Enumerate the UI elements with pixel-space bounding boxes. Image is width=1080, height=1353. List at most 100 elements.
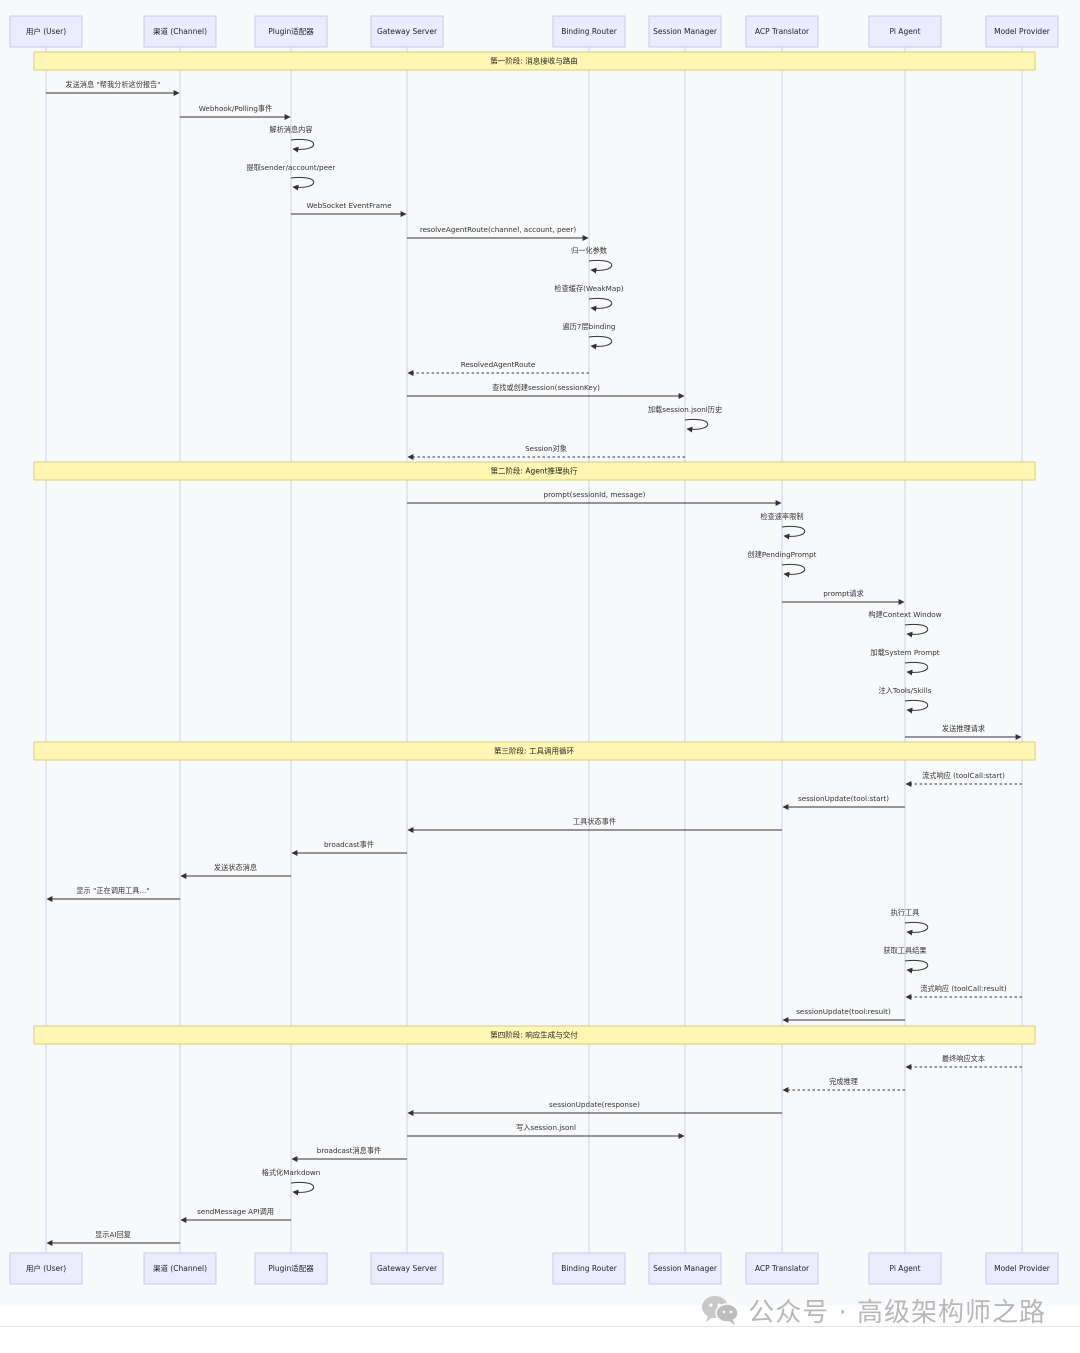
message-label: 工具状态事件 <box>573 817 616 826</box>
self-loop-arrow <box>781 525 806 540</box>
actor-label: ACP Translator <box>755 27 810 36</box>
message-label: 加载System Prompt <box>870 648 939 657</box>
message-acp-to-agent: prompt请求 <box>782 589 905 605</box>
actor-box <box>9 15 83 48</box>
footer-divider <box>0 1326 1080 1327</box>
phase-band: 第二阶段: Agent推理执行 <box>33 461 1036 481</box>
message-router-to-gateway: ResolvedAgentRoute <box>407 360 589 376</box>
self-loop-arrow <box>904 699 929 714</box>
actor-label: Model Provider <box>994 27 1051 36</box>
actor-box <box>552 1252 626 1285</box>
message-label: 获取工具结果 <box>883 946 926 955</box>
message-label: resolveAgentRoute(channel, account, peer… <box>420 225 577 234</box>
self-message-router: 检查缓存(WeakMap) <box>554 284 624 312</box>
self-loop-arrow <box>781 563 806 578</box>
actor-agent-top: Pi Agent <box>868 15 942 48</box>
self-message-agent: 注入Tools/Skills <box>879 686 932 714</box>
phase-box <box>33 1025 1036 1045</box>
actor-label: Session Manager <box>653 27 718 36</box>
message-label: 执行工具 <box>891 908 920 917</box>
actor-label: 用户 (User) <box>26 26 66 36</box>
actor-acp-bottom: ACP Translator <box>745 1252 819 1285</box>
actor-session-top: Session Manager <box>648 15 722 48</box>
actor-box <box>868 1252 942 1285</box>
phase-label: 第三阶段: 工具调用循环 <box>494 746 574 756</box>
message-plugin-to-channel: 发送状态消息 <box>180 863 291 879</box>
self-message-agent: 构建Context Window <box>868 610 942 638</box>
self-loop-arrow <box>290 1181 315 1196</box>
message-model-to-agent: 最终响应文本 <box>905 1054 1022 1070</box>
actor-label: Binding Router <box>561 27 617 36</box>
phase-label: 第四阶段: 响应生成与交付 <box>490 1030 578 1040</box>
actor-label: Plugin适配器 <box>268 1263 314 1273</box>
message-label: 显示AI回复 <box>95 1230 131 1239</box>
wechat-icon <box>702 1296 739 1325</box>
actor-user-bottom: 用户 (User) <box>9 1252 83 1285</box>
actor-label: Session Manager <box>653 1264 718 1273</box>
actor-label: Pi Agent <box>889 27 920 36</box>
actor-box <box>648 1252 722 1285</box>
phase-band: 第一阶段: 消息接收与路由 <box>33 51 1036 71</box>
message-plugin-to-channel: sendMessage API调用 <box>180 1207 291 1223</box>
self-message-router: 归一化参数 <box>571 246 613 274</box>
self-message-acp: 检查速率限制 <box>760 512 806 540</box>
message-agent-to-acp: 完成推理 <box>782 1077 905 1093</box>
message-label: 创建PendingPrompt <box>748 550 817 559</box>
phase-label: 第二阶段: Agent推理执行 <box>490 466 578 476</box>
message-channel-to-user: 显示AI回复 <box>46 1230 180 1246</box>
actors-top-row: 用户 (User) 渠道 (Channel) Plugin适配器 Gateway Se… <box>9 15 1059 48</box>
footer <box>0 1305 1080 1353</box>
message-label: 格式化Markdown <box>262 1168 321 1177</box>
message-agent-to-acp: sessionUpdate(tool:start) <box>782 794 905 810</box>
actor-channel-bottom: 渠道 (Channel) <box>143 1252 217 1285</box>
message-label: 发送消息 "帮我分析这份报告" <box>65 80 160 89</box>
message-plugin-to-gateway: WebSocket EventFrame <box>291 201 407 217</box>
actor-gateway-bottom: Gateway Server <box>370 1252 444 1285</box>
message-label: 检查速率限制 <box>760 512 803 521</box>
message-user-to-channel: 发送消息 "帮我分析这份报告" <box>46 80 180 96</box>
message-session-to-gateway: Session对象 <box>407 444 685 460</box>
message-label: prompt(sessionId, message) <box>544 490 646 499</box>
message-label: Session对象 <box>525 444 567 453</box>
watermark: 公众号 · 高级架构师之路 <box>700 1290 1046 1330</box>
self-loop-arrow <box>588 335 613 350</box>
self-message-session: 加载session.jsonl历史 <box>648 405 722 433</box>
actor-box <box>985 1252 1059 1285</box>
self-loop-arrow <box>588 259 613 274</box>
actor-model-top: Model Provider <box>985 15 1059 48</box>
actor-box <box>745 15 819 48</box>
self-message-plugin: 格式化Markdown <box>262 1168 321 1196</box>
message-label: sendMessage API调用 <box>197 1207 274 1216</box>
diagram-canvas: 第一阶段: 消息接收与路由第二阶段: Agent推理执行 第三阶段: 工具调用循环… <box>9 15 1059 1285</box>
message-label: 查找或创建session(sessionKey) <box>492 383 600 392</box>
self-message-agent: 加载System Prompt <box>870 648 940 676</box>
phase-box <box>33 741 1036 761</box>
self-message-router: 遍历7层binding <box>563 322 615 350</box>
actor-channel-top: 渠道 (Channel) <box>143 15 217 48</box>
actor-label: 渠道 (Channel) <box>153 1263 207 1273</box>
message-gateway-to-plugin: broadcast事件 <box>291 840 407 856</box>
actor-label: ACP Translator <box>755 1264 810 1273</box>
actor-box <box>745 1252 819 1285</box>
message-label: 写入session.jsonl <box>516 1123 576 1132</box>
actor-gateway-top: Gateway Server <box>370 15 444 48</box>
message-gateway-to-plugin: broadcast消息事件 <box>291 1146 407 1162</box>
self-loop-arrow <box>904 623 929 638</box>
actor-label: Model Provider <box>994 1264 1051 1273</box>
self-message-agent: 获取工具结果 <box>883 946 929 974</box>
self-message-agent: 执行工具 <box>891 908 929 936</box>
actor-router-bottom: Binding Router <box>552 1252 626 1285</box>
actor-label: 用户 (User) <box>26 1263 66 1273</box>
self-loop-arrow <box>904 959 929 974</box>
actor-plugin-bottom: Plugin适配器 <box>254 1252 328 1285</box>
actor-box <box>985 15 1059 48</box>
message-label: 加载session.jsonl历史 <box>648 405 722 414</box>
message-label: 检查缓存(WeakMap) <box>554 284 623 293</box>
actor-box <box>254 1252 328 1285</box>
actor-box <box>143 15 217 48</box>
message-label: 最终响应文本 <box>942 1054 985 1063</box>
message-model-to-agent: 流式响应 (toolCall:start) <box>905 771 1022 787</box>
message-label: 完成推理 <box>829 1077 858 1086</box>
message-agent-to-model: 发送推理请求 <box>905 724 1022 740</box>
message-label: sessionUpdate(tool:result) <box>796 1007 891 1016</box>
